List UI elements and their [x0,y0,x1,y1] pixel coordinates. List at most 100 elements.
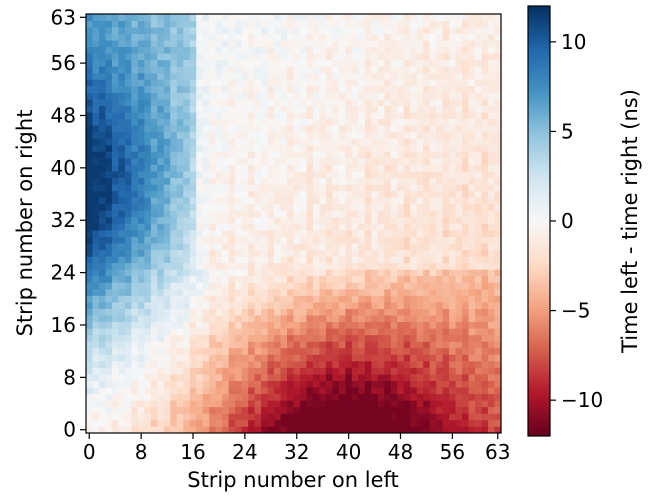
heatmap-cell [377,288,385,296]
heatmap-cell [423,112,431,120]
heatmap-cell [111,334,119,342]
heatmap-cell [293,79,301,87]
heatmap-cell [462,72,469,80]
heatmap-cell [416,99,424,107]
heatmap-cell [358,360,366,368]
heatmap-cell [267,354,275,362]
heatmap-cell [157,112,165,120]
heatmap-cell [410,387,418,395]
heatmap-cell [222,269,229,277]
heatmap-cell [157,125,165,133]
heatmap-cell [150,413,158,421]
heatmap-cell [98,20,106,28]
heatmap-cell [429,40,437,48]
heatmap-cell [358,400,366,408]
heatmap-cell [189,275,197,283]
heatmap-cell [254,53,262,61]
heatmap-cell [254,112,262,120]
heatmap-cell [416,144,424,152]
heatmap-cell [105,197,113,205]
heatmap-cell [423,262,431,270]
heatmap-cell [332,118,340,126]
heatmap-cell [371,360,379,368]
heatmap-cell [202,131,210,139]
heatmap-cell [170,256,178,264]
heatmap-cell [468,99,476,107]
heatmap-cell [241,144,249,152]
heatmap-cell [494,236,502,244]
heatmap-cell [410,413,418,421]
heatmap-cell [202,27,210,34]
heatmap-cell [416,177,424,185]
heatmap-cell [248,354,255,362]
heatmap-cell [299,131,307,139]
heatmap-cell [429,190,437,198]
heatmap-cell [235,40,242,48]
heatmap-cell [163,380,171,388]
heatmap-cell [319,367,327,375]
heatmap-cell [254,223,262,231]
heatmap-cell [436,347,443,355]
heatmap-cell [280,334,288,342]
heatmap-cell [163,131,171,139]
heatmap-cell [312,177,320,185]
heatmap-cell [449,144,456,152]
heatmap-cell [299,360,307,368]
heatmap-cell [248,203,255,211]
heatmap-cell [462,27,469,34]
heatmap-cell [228,27,236,34]
heatmap-cell [338,347,346,355]
heatmap-cell [338,131,346,139]
heatmap-cell [462,59,469,67]
heatmap-cell [397,413,405,421]
heatmap-cell [475,20,482,28]
heatmap-cell [442,118,450,126]
heatmap-cell [481,400,489,408]
heatmap-cell [338,66,346,74]
heatmap-cell [189,105,197,113]
heatmap-cell [254,236,262,244]
heatmap-cell [222,347,229,355]
heatmap-cell [332,387,340,395]
heatmap-cell [455,341,463,349]
heatmap-cell [183,164,191,172]
heatmap-cell [261,138,268,146]
heatmap-cell [267,79,275,87]
heatmap-cell [98,243,106,251]
heatmap-cell [196,144,204,152]
heatmap-cell [345,171,353,179]
heatmap-cell [215,40,223,48]
heatmap-cell [176,341,184,349]
heatmap-cell [176,295,184,303]
heatmap-cell [176,59,184,67]
heatmap-cell [403,347,411,355]
heatmap-cell [287,210,294,218]
heatmap-cell [137,72,145,80]
heatmap-cell [332,72,340,80]
heatmap-cell [358,426,366,434]
heatmap-cell [449,171,456,179]
heatmap-cell [475,92,482,100]
heatmap-cell [183,419,191,427]
heatmap-cell [150,269,158,277]
heatmap-cell [319,269,327,277]
heatmap-cell [442,426,450,434]
heatmap-cell [215,413,223,421]
heatmap-cell [397,151,405,159]
heatmap-cell [189,27,197,34]
heatmap-cell [351,315,359,323]
heatmap-cell [455,262,463,270]
heatmap-cell [462,164,469,172]
heatmap-cell [371,131,379,139]
heatmap-cell [105,151,113,159]
heatmap-cell [118,92,126,100]
heatmap-cell [150,262,158,270]
heatmap-cell [306,210,314,218]
heatmap-cell [468,14,476,21]
heatmap-cell [429,158,437,165]
heatmap-cell [274,256,281,264]
heatmap-cell [377,269,385,277]
heatmap-cell [468,360,476,368]
heatmap-cell [248,315,255,323]
